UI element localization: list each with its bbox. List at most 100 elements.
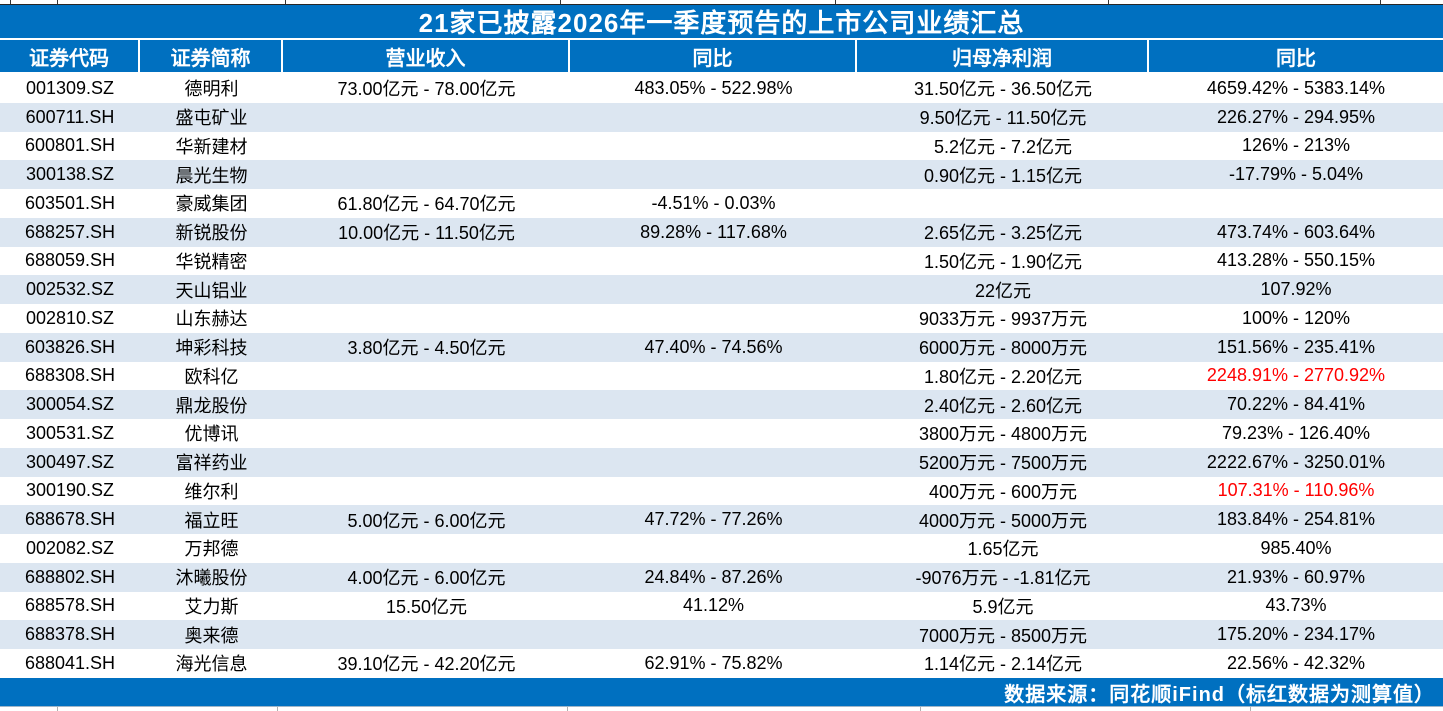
cell-name: 福立旺 — [184, 510, 239, 531]
cell-revenue — [283, 247, 570, 276]
cell-code: 300531.SZ — [25, 422, 115, 443]
cell-profit-yoy: 21.93% - 60.97% — [1226, 566, 1366, 587]
table-row: 688041.SH 海光信息 39.10亿元 - 42.20亿元 62.91% - 7… — [0, 649, 1443, 678]
cell-profit-yoy: 2248.91% - 2770.92% — [1206, 365, 1386, 386]
cell-revenue — [283, 160, 570, 189]
cell-code: 688678.SH — [24, 509, 116, 530]
cell-profit-yoy: 4659.42% - 5383.14% — [1206, 77, 1386, 98]
cell-name: 新锐股份 — [175, 223, 248, 244]
cell-revenue: 15.50亿元 — [385, 596, 468, 617]
cell-code: 002082.SZ — [25, 537, 115, 558]
cell-net-profit: 2.40亿元 - 2.60亿元 — [923, 395, 1083, 416]
cell-code: 002810.SZ — [25, 307, 115, 328]
cell-name: 优博讯 — [184, 424, 239, 445]
cell-revenue — [283, 275, 570, 304]
cell-profit-yoy — [1149, 189, 1443, 218]
cell-profit-yoy: 413.28% - 550.15% — [1216, 250, 1376, 271]
cell-profit-yoy: 985.40% — [1260, 537, 1332, 558]
table-row: 300497.SZ 富祥药业 5200万元 - 7500万元 2222.67% - 3… — [0, 447, 1443, 477]
cell-profit-yoy: 183.84% - 254.81% — [1216, 509, 1376, 530]
gridline-tick — [560, 0, 561, 4]
cell-profit-yoy: 2222.67% - 3250.01% — [1206, 451, 1386, 472]
table-body: 001309.SZ 德明利 73.00亿元 - 78.00亿元 483.05% - 5… — [0, 74, 1443, 678]
cell-name: 天山铝业 — [175, 280, 248, 301]
cell-name: 沐曦股份 — [175, 568, 248, 589]
cell-profit-yoy: 43.73% — [1265, 595, 1327, 616]
table-row: 688308.SH 欧科亿 1.80亿元 - 2.20亿元 2248.91% - 27… — [0, 361, 1443, 391]
cell-code: 603501.SH — [24, 192, 116, 213]
cell-code: 300190.SZ — [25, 480, 115, 501]
cell-code: 300138.SZ — [25, 164, 115, 185]
cell-net-profit: 31.50亿元 - 36.50亿元 — [913, 79, 1093, 100]
cell-revenue-yoy — [570, 132, 857, 161]
cell-code: 688059.SH — [24, 250, 116, 271]
cell-revenue-yoy — [570, 534, 857, 563]
cell-revenue-yoy: 47.72% - 77.26% — [644, 509, 783, 530]
cell-net-profit: 9.50亿元 - 11.50亿元 — [919, 108, 1087, 129]
cell-profit-yoy: 226.27% - 294.95% — [1216, 106, 1376, 127]
cell-revenue: 3.80亿元 - 4.50亿元 — [347, 338, 506, 359]
cell-revenue — [283, 534, 570, 563]
cell-name: 华锐精密 — [175, 251, 248, 272]
gridline-tick — [10, 0, 11, 4]
cell-name: 欧科亿 — [184, 366, 239, 387]
cell-name: 山东赫达 — [175, 309, 248, 330]
cell-revenue — [283, 132, 570, 161]
table-row: 002082.SZ 万邦德 1.65亿元 985.40% — [0, 534, 1443, 563]
cell-revenue-yoy: 41.12% — [682, 595, 745, 616]
cell-revenue-yoy: 24.84% - 87.26% — [644, 566, 783, 587]
table-row: 002810.SZ 山东赫达 9033万元 - 9937万元 100% - 120% — [0, 304, 1443, 333]
table-row: 603501.SH 豪威集团 61.80亿元 - 64.70亿元 -4.51% - 0… — [0, 189, 1443, 218]
cell-revenue — [283, 477, 570, 506]
cell-name: 万邦德 — [184, 539, 239, 560]
cell-profit-yoy: 151.56% - 235.41% — [1216, 336, 1376, 357]
cell-revenue-yoy: -4.51% - 0.03% — [651, 192, 776, 213]
cell-revenue-yoy: 62.91% - 75.82% — [644, 652, 783, 673]
table-row: 001309.SZ 德明利 73.00亿元 - 78.00亿元 483.05% - 5… — [0, 74, 1443, 103]
table-row: 688059.SH 华锐精密 1.50亿元 - 1.90亿元 413.28% - 55… — [0, 246, 1443, 276]
cell-code: 688578.SH — [24, 595, 116, 616]
cell-net-profit: -9076万元 - -1.81亿元 — [915, 568, 1091, 589]
gridline-tick — [1380, 0, 1381, 4]
cell-revenue: 5.00亿元 - 6.00亿元 — [347, 510, 506, 531]
table-row: 002532.SZ 天山铝业 22亿元 107.92% — [0, 275, 1443, 304]
cell-revenue: 10.00亿元 - 11.50亿元 — [338, 223, 515, 244]
cell-net-profit: 0.90亿元 - 1.15亿元 — [923, 165, 1083, 186]
cell-code: 300054.SZ — [25, 394, 115, 415]
cell-name: 坤彩科技 — [175, 338, 248, 359]
gridline-tick — [567, 707, 568, 711]
cell-net-profit: 1.65亿元 — [967, 539, 1039, 560]
cell-net-profit: 400万元 - 600万元 — [928, 481, 1078, 502]
cell-revenue — [283, 419, 570, 448]
cell-revenue: 73.00亿元 - 78.00亿元 — [337, 79, 516, 100]
table-row: 688678.SH 福立旺 5.00亿元 - 6.00亿元 47.72% - 77.2… — [0, 505, 1443, 534]
cell-revenue-yoy — [570, 362, 857, 391]
cell-net-profit: 4000万元 - 5000万元 — [918, 510, 1088, 531]
cell-revenue — [283, 362, 570, 391]
cell-net-profit: 5200万元 - 7500万元 — [918, 453, 1088, 474]
gridline-tick — [57, 707, 58, 711]
cell-revenue-yoy — [570, 103, 857, 132]
cell-revenue-yoy: 483.05% - 522.98% — [634, 77, 793, 98]
cell-code: 688378.SH — [24, 624, 116, 645]
cell-profit-yoy: 70.22% - 84.41% — [1226, 394, 1366, 415]
gridline-tick — [920, 707, 921, 711]
table-row: 688802.SH 沐曦股份 4.00亿元 - 6.00亿元 24.84% - 87.… — [0, 562, 1443, 592]
cell-revenue-yoy — [570, 160, 857, 189]
cell-revenue — [283, 448, 570, 477]
cell-revenue-yoy — [570, 448, 857, 477]
cell-code: 600801.SH — [24, 135, 116, 156]
table-row: 603826.SH 坤彩科技 3.80亿元 - 4.50亿元 47.40% - 74.… — [0, 332, 1443, 362]
cell-name: 奥来德 — [184, 625, 239, 646]
cell-name: 鼎龙股份 — [175, 395, 248, 416]
cell-revenue: 61.80亿元 - 64.70亿元 — [337, 194, 516, 215]
gridline-tick — [57, 0, 58, 4]
data-source-note: 数据来源：同花顺iFind（标红数据为测算值） — [0, 678, 1443, 707]
cell-name: 盛屯矿业 — [175, 108, 248, 129]
table-row: 688257.SH 新锐股份 10.00亿元 - 11.50亿元 89.28% - 1… — [0, 217, 1443, 247]
cell-revenue: 39.10亿元 - 42.20亿元 — [337, 654, 516, 675]
cell-profit-yoy: 22.56% - 42.32% — [1226, 652, 1366, 673]
cell-net-profit: 3800万元 - 4800万元 — [918, 424, 1088, 445]
cell-net-profit: 1.50亿元 - 1.90亿元 — [923, 251, 1083, 272]
cell-name: 富祥药业 — [175, 453, 248, 474]
